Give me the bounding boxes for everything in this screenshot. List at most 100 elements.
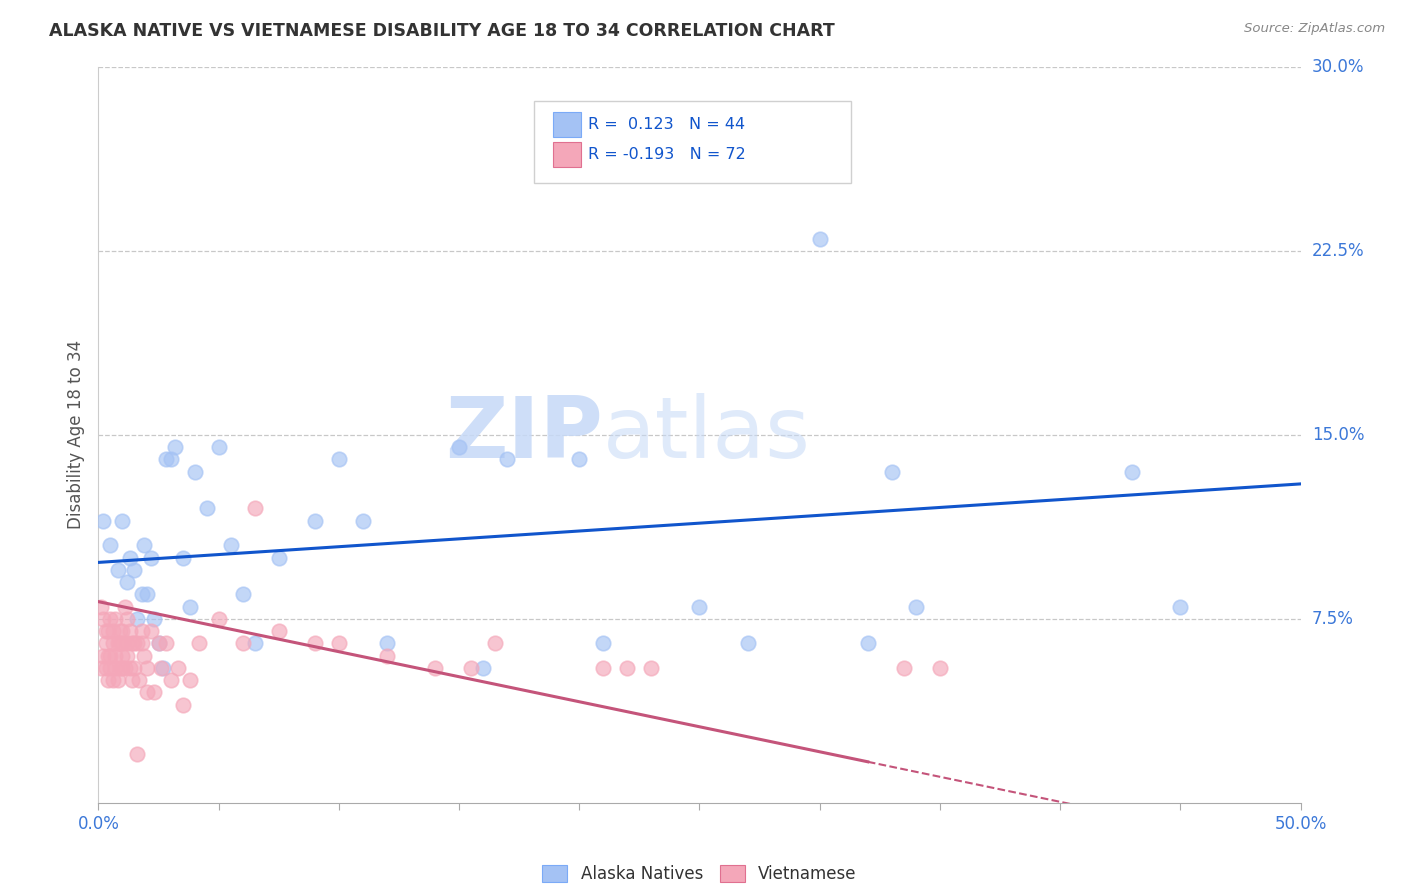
Point [118, 624, 141, 639]
Point [124, 661, 146, 675]
Point [104, 661, 127, 675]
Point [155, 452, 177, 467]
Point [104, 648, 127, 663]
Text: R = -0.193   N = 72: R = -0.193 N = 72 [588, 147, 745, 161]
Point [328, 452, 350, 467]
Point [132, 648, 155, 663]
Point [90, 599, 112, 614]
Point [94, 661, 117, 675]
Point [125, 612, 148, 626]
Point [737, 636, 759, 650]
Point [117, 612, 139, 626]
Text: ALASKA NATIVE VS VIETNAMESE DISABILITY AGE 18 TO 34 CORRELATION CHART: ALASKA NATIVE VS VIETNAMESE DISABILITY A… [49, 22, 835, 40]
Text: 7.5%: 7.5% [1312, 610, 1354, 628]
Legend: Alaska Natives, Vietnamese: Alaska Natives, Vietnamese [536, 859, 863, 890]
Text: ZIP: ZIP [446, 393, 603, 476]
Point [135, 685, 157, 699]
Point [91, 514, 114, 528]
Point [148, 636, 170, 650]
Point [267, 624, 290, 639]
Point [856, 636, 879, 650]
Point [101, 624, 124, 639]
Point [568, 452, 591, 467]
Point [640, 661, 662, 675]
Point [114, 599, 136, 614]
Point [101, 636, 124, 650]
Point [107, 636, 129, 650]
Text: 22.5%: 22.5% [1312, 242, 1364, 260]
Point [117, 636, 139, 650]
Point [121, 673, 143, 688]
Point [107, 673, 129, 688]
Point [131, 636, 153, 650]
Point [124, 636, 146, 650]
Point [111, 648, 134, 663]
Point [423, 661, 446, 675]
Point [304, 636, 326, 650]
Point [928, 661, 950, 675]
Point [179, 673, 201, 688]
Point [688, 599, 710, 614]
Point [111, 661, 134, 675]
Y-axis label: Disability Age 18 to 34: Disability Age 18 to 34 [66, 340, 84, 530]
Text: R =  0.123   N = 44: R = 0.123 N = 44 [588, 118, 745, 132]
Point [90, 661, 112, 675]
Point [135, 587, 157, 601]
Point [880, 465, 903, 479]
Point [188, 636, 211, 650]
Point [179, 599, 201, 614]
Point [97, 648, 120, 663]
Point [243, 636, 266, 650]
Point [117, 575, 139, 590]
Point [111, 636, 134, 650]
Point [101, 673, 124, 688]
Point [243, 501, 266, 516]
Point [460, 661, 482, 675]
Point [159, 452, 181, 467]
Point [131, 587, 153, 601]
Point [128, 673, 150, 688]
Point [124, 563, 146, 577]
Point [100, 612, 122, 626]
Point [100, 648, 122, 663]
Point [125, 747, 148, 761]
Point [304, 514, 326, 528]
Point [97, 673, 120, 688]
Point [111, 624, 134, 639]
Point [1121, 465, 1143, 479]
Point [131, 624, 153, 639]
Point [208, 440, 231, 454]
Point [100, 538, 122, 552]
Point [328, 636, 350, 650]
Point [893, 661, 915, 675]
Point [118, 661, 141, 675]
Point [91, 612, 114, 626]
Point [592, 661, 614, 675]
Point [484, 636, 506, 650]
Point [117, 648, 139, 663]
Point [616, 661, 638, 675]
Point [94, 624, 117, 639]
Point [152, 661, 174, 675]
Point [97, 624, 120, 639]
Text: 30.0%: 30.0% [1312, 58, 1364, 76]
Point [183, 465, 205, 479]
Point [375, 648, 398, 663]
Point [135, 661, 157, 675]
Point [132, 538, 155, 552]
Point [219, 538, 242, 552]
Point [149, 661, 172, 675]
Point [267, 550, 290, 565]
Point [447, 440, 470, 454]
Point [108, 636, 131, 650]
Point [100, 661, 122, 675]
Point [172, 550, 194, 565]
Point [108, 624, 131, 639]
Point [159, 673, 181, 688]
Point [142, 612, 165, 626]
Text: 15.0%: 15.0% [1312, 425, 1364, 444]
Point [904, 599, 927, 614]
Point [496, 452, 519, 467]
Point [121, 636, 143, 650]
Point [141, 550, 163, 565]
